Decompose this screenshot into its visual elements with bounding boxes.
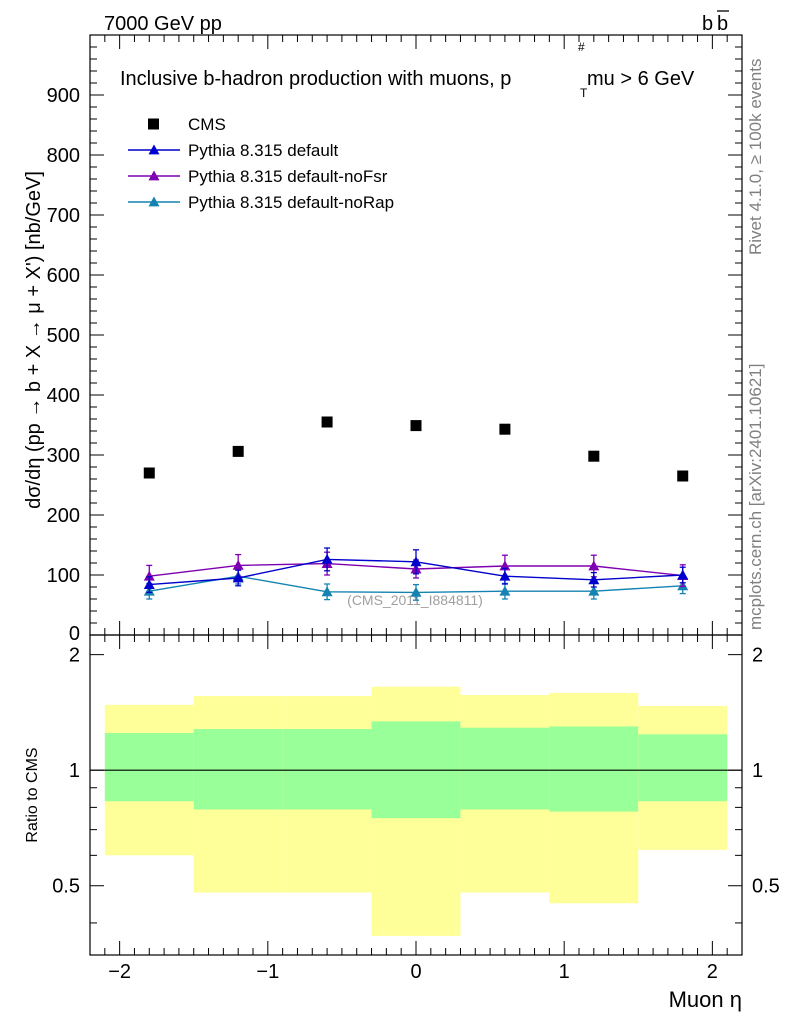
x-tick-label: −2 xyxy=(108,961,131,983)
legend-label: CMS xyxy=(188,115,226,134)
main-series xyxy=(143,416,689,601)
legend-marker xyxy=(148,196,160,207)
legend-label: Pythia 8.315 default-noRap xyxy=(188,193,394,212)
ratio-y-tick-label-right: 0.5 xyxy=(752,876,780,898)
ratio-y-tick-label-right: 2 xyxy=(752,645,763,667)
x-tick-label: 1 xyxy=(559,961,570,983)
data-point xyxy=(588,450,600,462)
data-point xyxy=(232,445,244,457)
x-tick-label: −1 xyxy=(256,961,279,983)
data-point xyxy=(499,423,511,435)
series-marker xyxy=(677,569,689,580)
main-y-tick-zero: 0 xyxy=(69,623,80,645)
legend: CMS Pythia 8.315 default Pythia 8.315 defa… xyxy=(128,115,394,212)
main-y-tick-label: 400 xyxy=(47,385,80,407)
ratio-inner-band xyxy=(282,729,372,810)
series-marker xyxy=(588,560,600,571)
x-tick-label: 2 xyxy=(707,961,718,983)
ratio-y-ticks: 0.5 0.5 1 1 2 2 xyxy=(52,645,780,924)
ratio-inner-band xyxy=(460,727,550,810)
ratio-bands xyxy=(104,686,728,936)
series-marker xyxy=(499,585,511,596)
main-panel: 100 200 300 400 500 600 700 800 900 0 dσ/dη (pp … xyxy=(23,34,743,645)
main-y-tick-label: 700 xyxy=(47,205,80,227)
data-point xyxy=(143,467,155,479)
rivet-label: Rivet 4.1.0, ≥ 100k events xyxy=(746,59,765,255)
main-y-tick-label: 500 xyxy=(47,325,80,347)
main-title: Inclusive b-hadron production with muons… xyxy=(120,40,695,100)
main-y-ticks: 100 200 300 400 500 600 700 800 900 xyxy=(47,46,742,624)
main-y-tick-label: 900 xyxy=(47,85,80,107)
series-marker xyxy=(588,585,600,596)
main-y-tick-label: 600 xyxy=(47,265,80,287)
ratio-y-axis-label: Ratio to CMS xyxy=(24,747,41,842)
series-marker xyxy=(232,559,244,570)
main-y-tick-label: 800 xyxy=(47,145,80,167)
header-right-b: b xyxy=(702,13,713,35)
ratio-y-tick-label: 0.5 xyxy=(52,876,80,898)
ratio-inner-band xyxy=(549,726,639,812)
mcplots-label: mcplots.cern.ch [arXiv:2401.10621] xyxy=(746,364,765,630)
series-marker xyxy=(232,572,244,583)
ratio-y-tick-label: 2 xyxy=(69,645,80,667)
data-point xyxy=(677,470,689,482)
legend-label: Pythia 8.315 default-noFsr xyxy=(188,167,388,186)
series-marker xyxy=(588,574,600,585)
main-title-tail: mu > 6 GeV xyxy=(587,68,695,90)
main-title-sup: # xyxy=(578,40,585,54)
series-marker xyxy=(410,556,422,567)
ratio-y-tick-label-right: 1 xyxy=(752,760,763,782)
main-title-sub: T xyxy=(580,86,588,100)
legend-marker xyxy=(148,118,159,130)
ratio-inner-band xyxy=(193,729,283,810)
series-marker xyxy=(321,586,333,597)
ratio-panel: 0.5 0.5 1 1 2 2 −2 −1 0 1 2 Ratio to CMS Muon η xyxy=(24,634,780,1012)
ratio-x-ticks: −2 −1 0 1 2 xyxy=(89,635,743,983)
main-y-tick-label: 100 xyxy=(47,565,80,587)
header-right: b b xyxy=(702,10,729,35)
legend-marker xyxy=(148,170,160,181)
main-y-axis-label: dσ/dη (pp → b + X → μ + X') [nb/GeV] xyxy=(23,171,45,509)
ratio-frame xyxy=(89,634,743,956)
series-marker xyxy=(410,586,422,597)
legend-label: Pythia 8.315 default xyxy=(188,141,339,160)
data-point xyxy=(321,416,333,428)
main-y-tick-label: 300 xyxy=(47,445,80,467)
header-right-bbar: b xyxy=(717,13,728,35)
series-marker xyxy=(143,570,155,581)
data-point xyxy=(410,420,422,432)
main-y-tick-label: 200 xyxy=(47,505,80,527)
legend-marker xyxy=(148,144,160,155)
series-marker xyxy=(499,570,511,581)
x-tick-label: 0 xyxy=(410,961,421,983)
ratio-inner-band xyxy=(104,732,194,802)
series-marker xyxy=(321,553,333,564)
main-title-text: Inclusive b-hadron production with muons… xyxy=(120,68,511,90)
ratio-y-tick-label: 1 xyxy=(69,760,80,782)
series-marker xyxy=(143,579,155,589)
header-left: 7000 GeV pp xyxy=(104,13,222,35)
ratio-inner-band xyxy=(638,734,728,802)
main-x-ticks xyxy=(89,35,743,635)
x-axis-label: Muon η xyxy=(669,987,742,1012)
